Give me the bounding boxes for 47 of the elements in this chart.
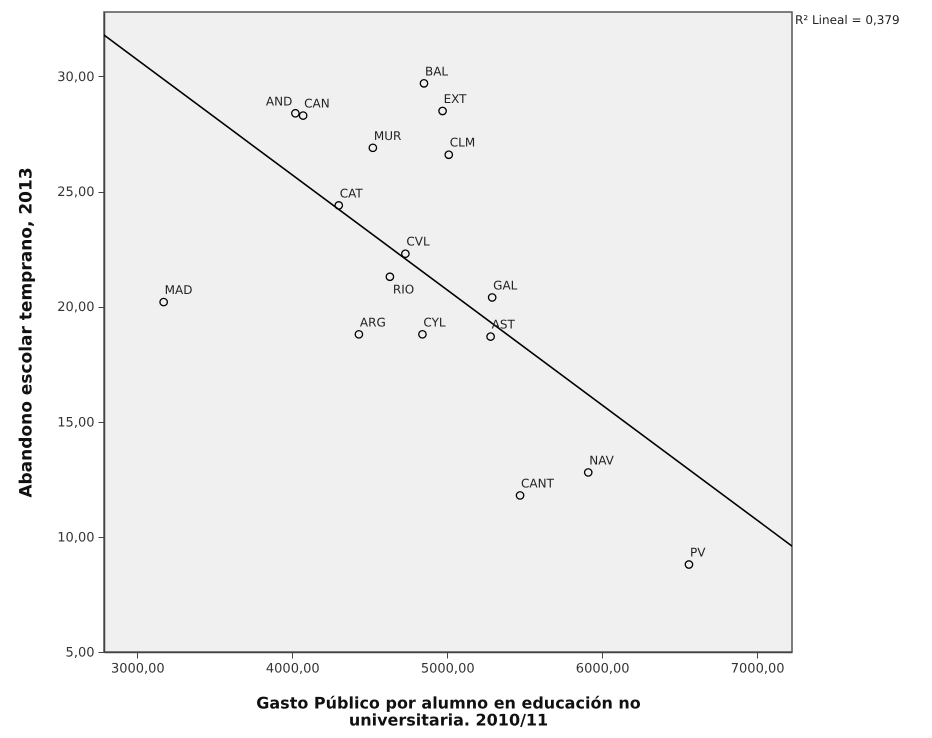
- point: [684, 560, 694, 569]
- annotation: CAN: [304, 96, 330, 111]
- y-tick-label: 10,00: [57, 530, 94, 546]
- y-tick-label: 20,00: [57, 300, 94, 316]
- point: [438, 106, 447, 116]
- point: [444, 150, 454, 160]
- x-tick-label: 6000,00: [576, 662, 630, 676]
- annotation: BAL: [424, 64, 448, 78]
- x-tick-label: 7000,00: [730, 662, 785, 676]
- point: [354, 330, 364, 339]
- point: [420, 79, 428, 88]
- annotation: NAV: [589, 453, 615, 468]
- point: [291, 108, 300, 118]
- annotation: CLM: [450, 136, 476, 150]
- annotation: RIO: [392, 282, 414, 297]
- annotation: MAD: [164, 283, 192, 298]
- x-tick-label: 3000,00: [110, 662, 165, 676]
- point: [334, 201, 344, 210]
- annotation: EXT: [444, 92, 468, 106]
- y-tick-label: 30,00: [57, 70, 94, 85]
- x-tick-label: 5000,00: [420, 662, 475, 676]
- y-axis-title: Abandono escolar temprano, 2013: [16, 167, 36, 498]
- point: [368, 143, 378, 152]
- point: [488, 293, 497, 302]
- point: [159, 298, 168, 306]
- point: [584, 468, 593, 477]
- point: [486, 332, 495, 341]
- annotation: ARG: [360, 315, 386, 330]
- y-tick-label: 25,00: [57, 185, 94, 200]
- annotation: MUR: [374, 128, 402, 143]
- annotation: CANT: [521, 476, 555, 490]
- annotation: CAT: [340, 186, 364, 200]
- point: [418, 330, 427, 339]
- point: [386, 272, 394, 282]
- y-tick-label: 15,00: [57, 415, 94, 430]
- annotation: PV: [690, 546, 706, 560]
- x-axis-title: Gasto Público por alumno en educación no universitaria. 2010/11: [256, 694, 641, 730]
- point: [516, 491, 524, 500]
- x-tick-label: 4000,00: [266, 662, 320, 676]
- point: [298, 111, 308, 120]
- annotation: CYL: [423, 315, 446, 330]
- point: [401, 249, 410, 258]
- annotation: GAL: [493, 278, 518, 292]
- annotation: AND: [266, 94, 292, 108]
- text: R² Lineal = 0,379: [795, 13, 900, 27]
- y-tick-label: 5,00: [66, 646, 94, 660]
- annotation: CVL: [406, 234, 430, 249]
